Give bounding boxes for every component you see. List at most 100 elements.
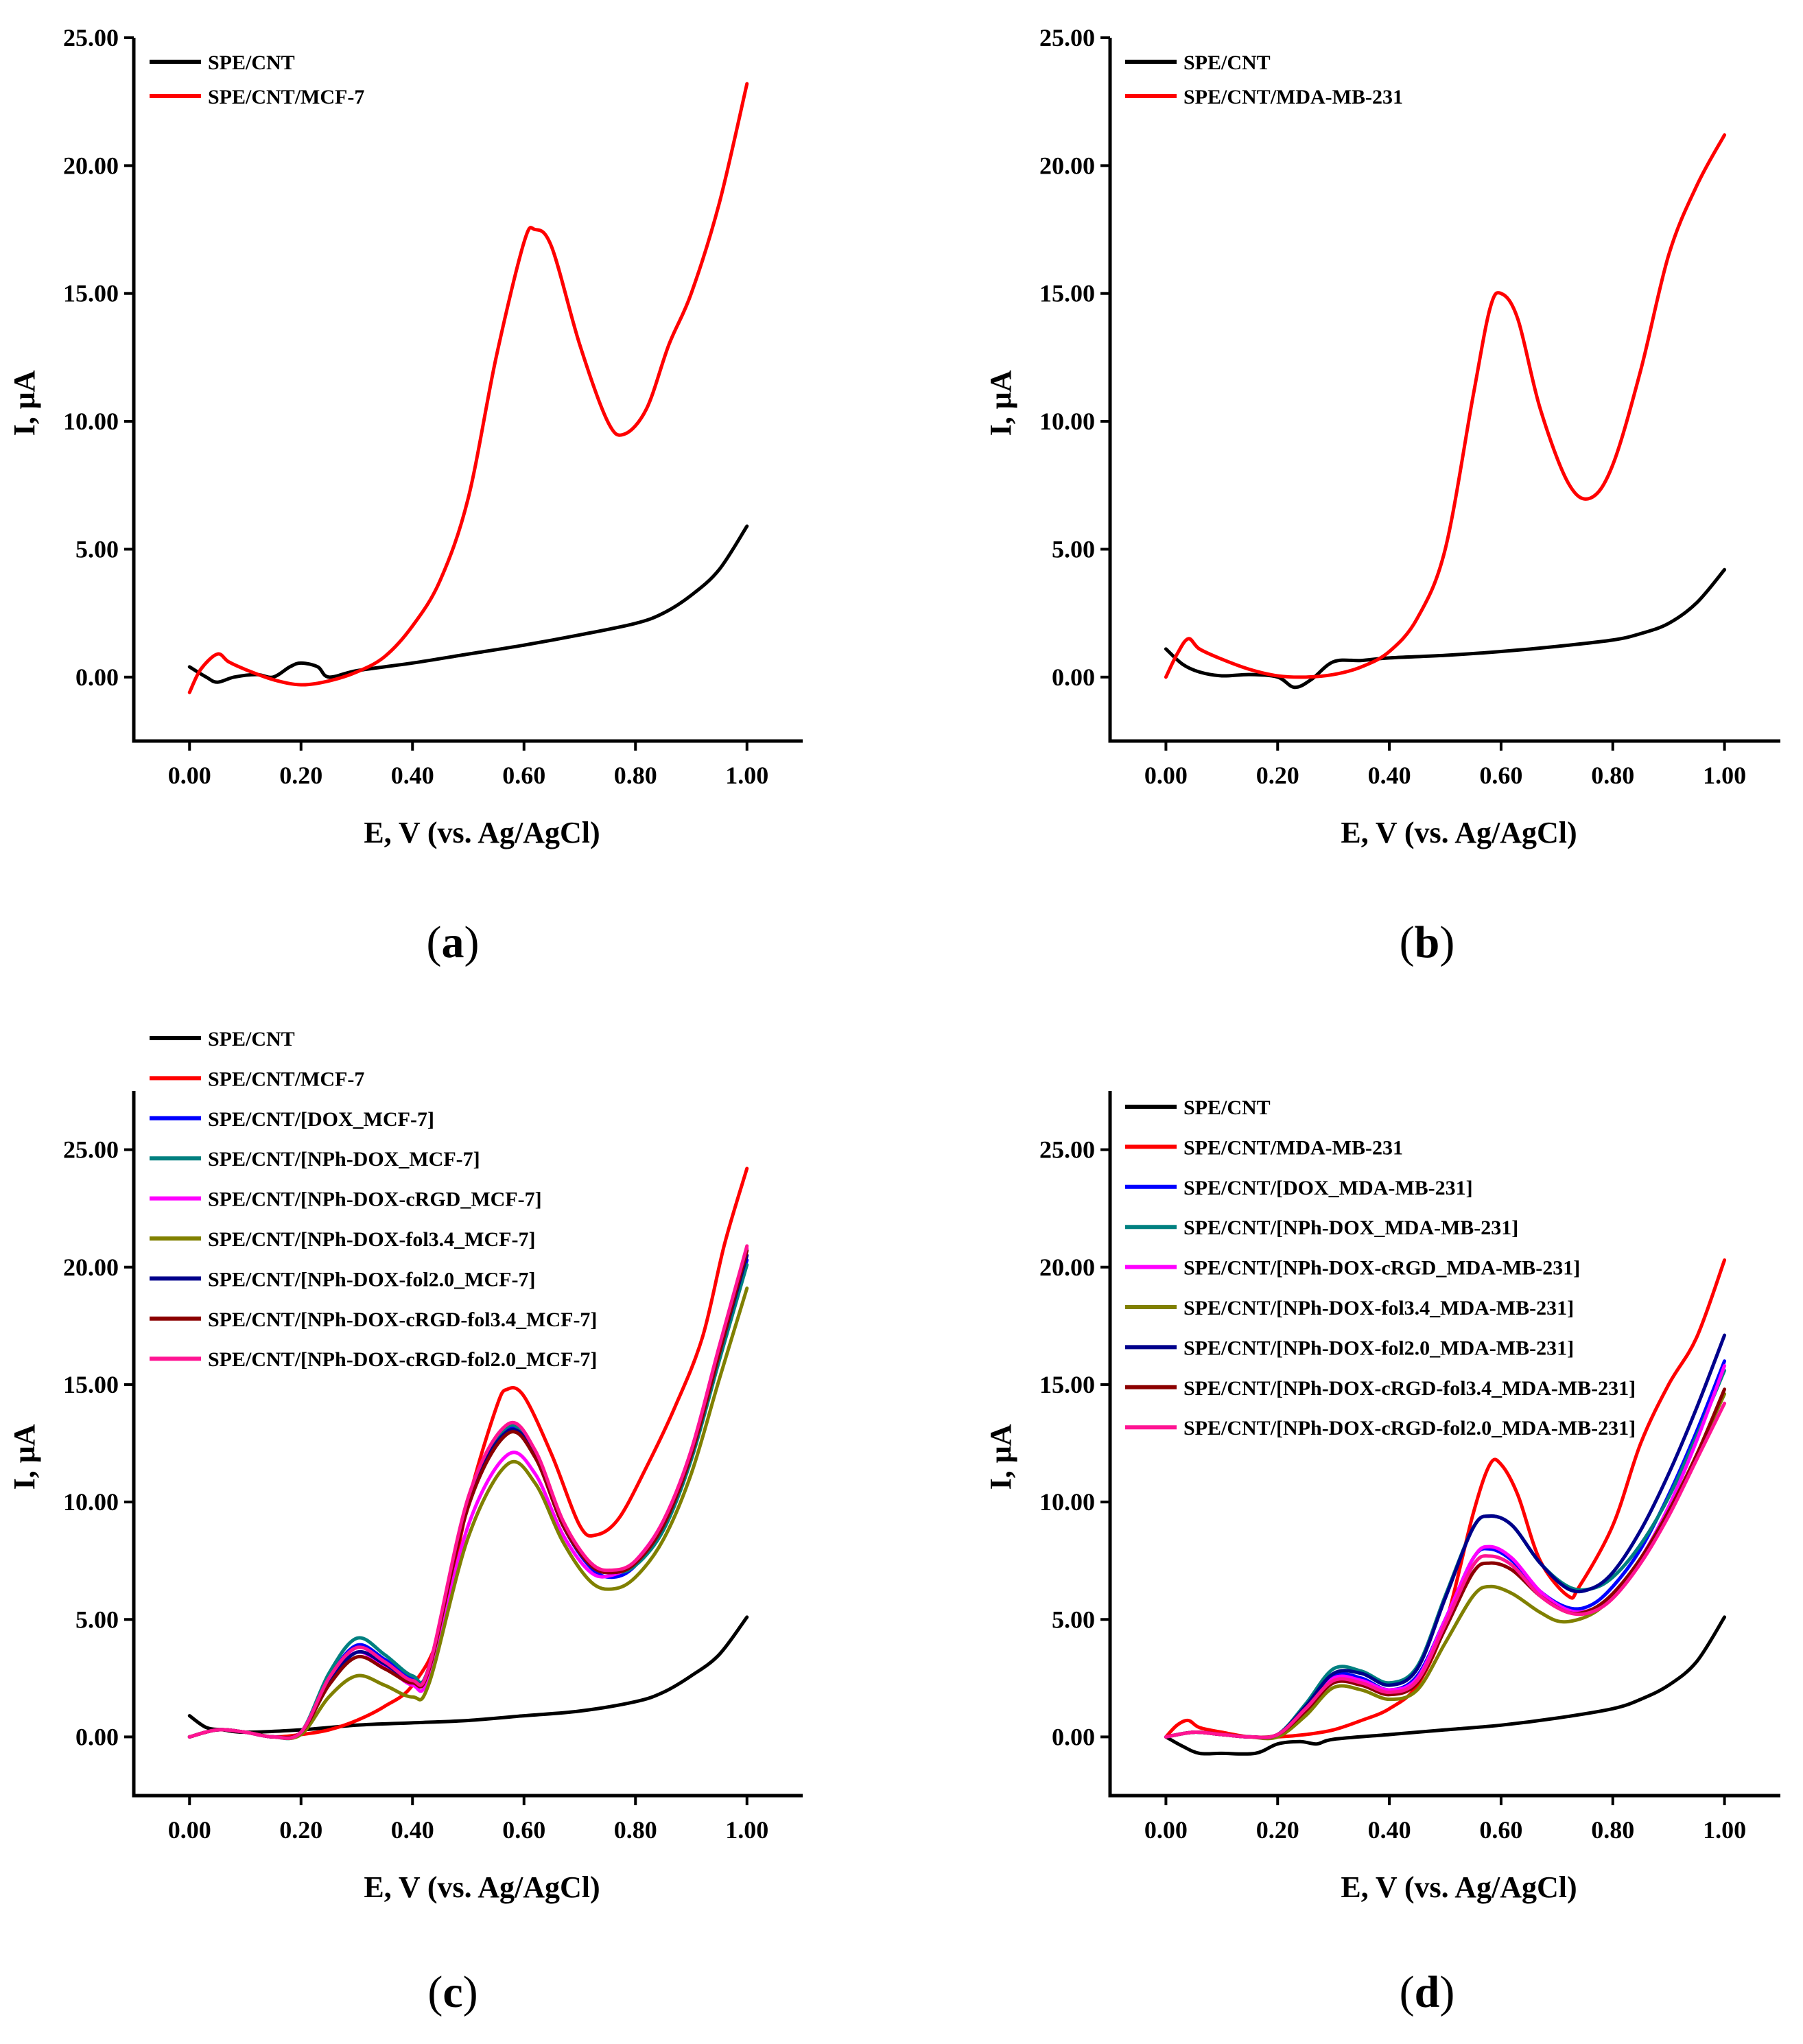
x-tick-label: 0.00	[168, 762, 211, 789]
y-axis-title: I, μA	[8, 1424, 41, 1490]
x-tick-label: 0.60	[502, 762, 545, 789]
series-line-2	[1164, 1258, 1727, 1739]
axis-lines	[1108, 38, 1780, 743]
y-tick-label: 15.00	[63, 1371, 119, 1398]
x-tick-label: 0.20	[279, 762, 322, 789]
x-tick-label: 0.00	[168, 1816, 211, 1844]
y-tick-label: 25.00	[63, 1136, 119, 1164]
y-tick-label: 0.00	[75, 1723, 119, 1750]
legend-label: SPE/CNT/[NPh-DOX-cRGD_MDA-MB-231]	[1183, 1257, 1580, 1280]
y-tick-label: 10.00	[1039, 408, 1095, 435]
y-tick-label: 0.00	[1052, 1723, 1095, 1750]
x-tick-label: 0.00	[1144, 1816, 1188, 1844]
x-tick-label: 0.80	[1591, 762, 1634, 789]
legend-label: SPE/CNT	[208, 51, 295, 74]
y-tick-label: 25.00	[1039, 24, 1095, 51]
x-axis-title: E, V (vs. Ag/AgCl)	[364, 1870, 600, 1904]
y-tick-label: 25.00	[63, 24, 119, 51]
y-tick-label: 0.00	[1052, 663, 1095, 691]
x-tick-label: 0.60	[502, 1816, 545, 1844]
axis-lines	[1108, 1091, 1780, 1798]
legend-label: SPE/CNT/[NPh-DOX_MCF-7]	[208, 1148, 480, 1171]
series-line-1	[1164, 567, 1727, 690]
x-tick-label: 0.80	[1591, 1816, 1634, 1844]
y-tick-label: 15.00	[1039, 1371, 1095, 1398]
legend-label: SPE/CNT/MCF-7	[208, 1068, 364, 1090]
series-line-9	[187, 1244, 749, 1740]
y-tick-label: 25.00	[1039, 1136, 1095, 1164]
legend-label: SPE/CNT/MDA-MB-231	[1183, 86, 1403, 108]
x-axis-title: E, V (vs. Ag/AgCl)	[364, 816, 600, 849]
axis-lines	[132, 1091, 803, 1798]
x-tick-label: 0.20	[1256, 762, 1299, 789]
legend-label: SPE/CNT/[NPh-DOX-cRGD-fol3.4_MCF-7]	[208, 1308, 597, 1331]
y-tick-label: 5.00	[1052, 535, 1095, 563]
chart-panel-d: 0.00 0.20 0.40 0.60 0.80 1.00 0.00 5.00 10.00 15.…	[984, 1091, 1780, 2017]
x-tick-label: 0.80	[614, 1816, 657, 1844]
legend-label: SPE/CNT/[NPh-DOX-cRGD-fol3.4_MDA-MB-231]	[1183, 1377, 1636, 1400]
legend-label: SPE/CNT/[NPh-DOX-fol3.4_MDA-MB-231]	[1183, 1297, 1574, 1319]
x-tick-label: 1.00	[1703, 762, 1746, 789]
legend-label: SPE/CNT/[NPh-DOX-fol2.0_MDA-MB-231]	[1183, 1337, 1574, 1359]
y-tick-label: 5.00	[75, 1606, 119, 1633]
series-line-9	[1164, 1401, 1727, 1739]
legend-label: SPE/CNT/[NPh-DOX-cRGD_MCF-7]	[208, 1188, 542, 1211]
panel-label: (a)	[427, 917, 480, 967]
series-line-2	[187, 82, 749, 694]
legend-label: SPE/CNT/[NPh-DOX_MDA-MB-231]	[1183, 1217, 1518, 1239]
y-tick-label: 10.00	[1039, 1488, 1095, 1516]
x-axis-title: E, V (vs. Ag/AgCl)	[1341, 1870, 1577, 1904]
chart-panel-c: 0.00 0.20 0.40 0.60 0.80 1.00 0.00 5.00 10.00 15.…	[8, 1028, 803, 2017]
series-line-2	[1164, 133, 1727, 679]
x-tick-label: 0.80	[614, 762, 657, 789]
x-tick-label: 1.00	[725, 1816, 768, 1844]
y-axis-title: I, μA	[984, 370, 1017, 436]
y-tick-label: 0.00	[75, 663, 119, 691]
panel-label: (b)	[1400, 917, 1455, 967]
legend-label: SPE/CNT/MDA-MB-231	[1183, 1136, 1403, 1159]
chart-panel-b: 0.00 0.20 0.40 0.60 0.80 1.00 0.00 5.00 10.00 15.…	[984, 24, 1780, 967]
legend-label: SPE/CNT/[NPh-DOX-fol3.4_MCF-7]	[208, 1228, 535, 1251]
y-axis-title: I, μA	[8, 370, 41, 436]
legend-label: SPE/CNT/[NPh-DOX-fol2.0_MCF-7]	[208, 1268, 535, 1291]
legend-label: SPE/CNT	[208, 1028, 295, 1050]
series-line-1	[1164, 1615, 1727, 1756]
x-tick-label: 0.60	[1479, 762, 1522, 789]
x-axis-title: E, V (vs. Ag/AgCl)	[1341, 816, 1577, 849]
x-tick-label: 0.40	[391, 762, 434, 789]
x-tick-label: 0.40	[1368, 1816, 1411, 1844]
legend-label: SPE/CNT/MCF-7	[208, 86, 364, 108]
panel-label: (d)	[1400, 1967, 1455, 2017]
legend-label: SPE/CNT/[NPh-DOX-cRGD-fol2.0_MDA-MB-231]	[1183, 1417, 1636, 1440]
y-tick-label: 5.00	[1052, 1606, 1095, 1633]
y-axis-title: I, μA	[984, 1424, 1017, 1490]
y-tick-label: 20.00	[1039, 152, 1095, 179]
y-tick-label: 10.00	[63, 408, 119, 435]
x-tick-label: 0.00	[1144, 762, 1188, 789]
y-tick-label: 20.00	[63, 152, 119, 179]
y-tick-label: 15.00	[1039, 280, 1095, 307]
legend-label: SPE/CNT/[NPh-DOX-cRGD-fol2.0_MCF-7]	[208, 1348, 597, 1371]
legend-label: SPE/CNT/[DOX_MDA-MB-231]	[1183, 1177, 1473, 1199]
y-tick-label: 15.00	[63, 280, 119, 307]
series-line-2	[187, 1166, 749, 1739]
legend-label: SPE/CNT	[1183, 1096, 1271, 1119]
y-tick-label: 10.00	[63, 1488, 119, 1516]
y-tick-label: 20.00	[1039, 1254, 1095, 1281]
panel-label: (c)	[427, 1967, 478, 2017]
series-line-1	[187, 524, 749, 684]
x-tick-label: 0.20	[279, 1816, 322, 1844]
x-tick-label: 0.40	[1368, 762, 1411, 789]
y-tick-label: 5.00	[75, 535, 119, 563]
chart-panel-a: 0.00 0.20 0.40 0.60 0.80 1.00 0.00 5.00 10.00 15.…	[8, 24, 803, 967]
axis-lines	[132, 38, 803, 743]
series-line-1	[187, 1615, 749, 1735]
x-tick-label: 0.40	[391, 1816, 434, 1844]
x-tick-label: 1.00	[725, 762, 768, 789]
x-tick-label: 0.20	[1256, 1816, 1299, 1844]
x-tick-label: 1.00	[1703, 1816, 1746, 1844]
legend-label: SPE/CNT/[DOX_MCF-7]	[208, 1108, 434, 1131]
x-tick-label: 0.60	[1479, 1816, 1522, 1844]
legend-label: SPE/CNT	[1183, 51, 1271, 74]
